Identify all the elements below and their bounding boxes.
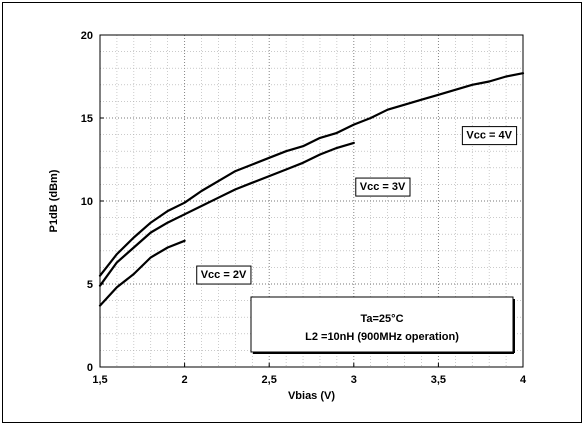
figure-frame xyxy=(2,2,582,423)
y-tick-label: 15 xyxy=(81,113,93,125)
series-layer xyxy=(98,72,525,307)
x-tick-label: 4 xyxy=(520,374,527,386)
info-box-line-1: Ta=25°C xyxy=(360,313,403,325)
x-tick-label: 2,5 xyxy=(262,374,277,386)
y-tick-label: 5 xyxy=(87,279,93,291)
series-line-1 xyxy=(98,72,525,277)
x-tick-label: 1,5 xyxy=(92,374,107,386)
annotation-1: Vcc = 4V xyxy=(461,126,518,146)
annotation-label: Vcc = 4V xyxy=(466,130,512,142)
y-tick-label: 20 xyxy=(81,30,93,42)
annotation-box xyxy=(355,177,411,197)
annotation-2: Vcc = 3V xyxy=(355,177,411,197)
x-tick-label: 2 xyxy=(182,374,188,386)
info-box: Ta=25°C L2 =10nH (900MHz operation) xyxy=(250,296,515,354)
series-line-3 xyxy=(98,239,186,307)
x-tick-label: 3 xyxy=(351,374,357,386)
annotation-label: Vcc = 3V xyxy=(360,181,406,193)
y-tick-label: 10 xyxy=(81,196,93,208)
annotations-layer: Vcc = 4V Vcc = 3V Vcc = 2V xyxy=(196,126,518,285)
annotation-label: Vcc = 2V xyxy=(201,269,247,281)
annotation-3: Vcc = 2V xyxy=(196,265,252,285)
y-tick-label: 0 xyxy=(87,362,93,374)
annotation-box xyxy=(461,126,518,146)
series-line-2 xyxy=(98,141,355,287)
x-axis-title: Vbias (V) xyxy=(288,390,335,402)
info-box-line-2: L2 =10nH (900MHz operation) xyxy=(305,331,459,343)
x-tick-label: 3,5 xyxy=(431,374,446,386)
info-box-frame xyxy=(250,296,514,353)
annotation-box xyxy=(196,265,252,285)
y-axis-title: P1dB (dBm) xyxy=(48,169,60,232)
